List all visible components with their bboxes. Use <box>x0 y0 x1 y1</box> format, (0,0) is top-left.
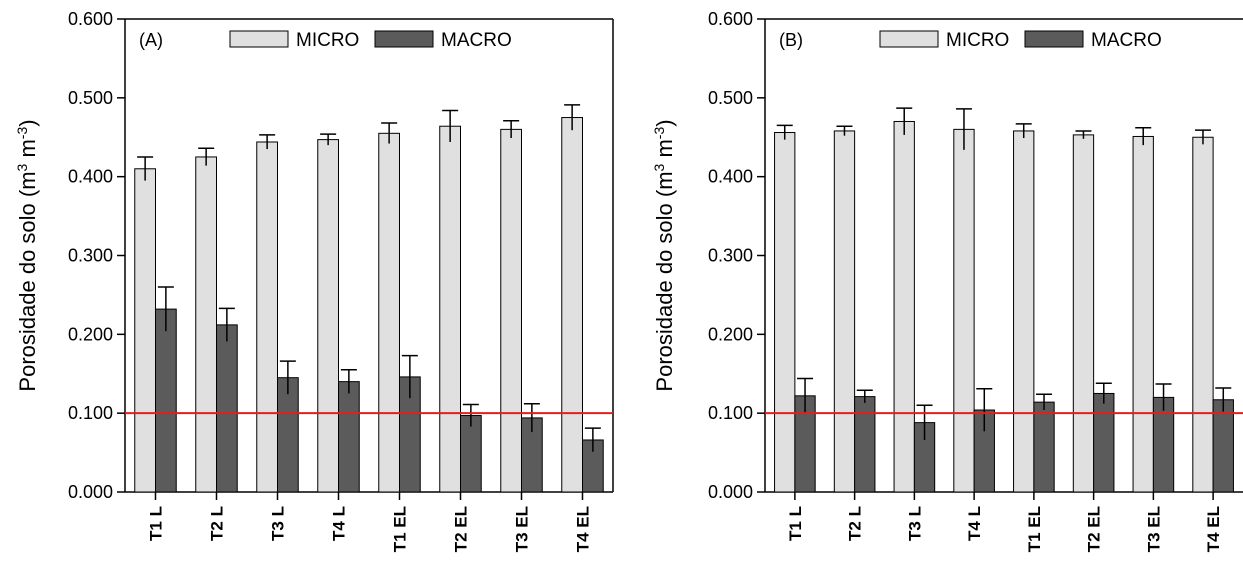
axis-title-text: m <box>15 139 40 163</box>
panel-a-y-tick-label: 0.300 <box>68 246 113 266</box>
panel-a-bar-micro <box>134 168 156 493</box>
panel-a-y-tick-label: 0.000 <box>68 482 113 502</box>
panel-b-category-label: T3 L <box>905 506 924 541</box>
axis-title-superscript: 3 <box>651 163 667 171</box>
panel-a-y-tick-label: 0.600 <box>68 9 113 29</box>
panel-a-category-label: T2 EL <box>452 506 471 552</box>
panel-a-y-tick-label: 0.500 <box>68 88 113 108</box>
panel-b-y-tick-label: 0.600 <box>708 9 753 29</box>
panel-a-category-label: T1 L <box>147 506 166 541</box>
panel-a-bar-micro <box>439 125 462 493</box>
panel-a-bar-micro <box>378 132 401 493</box>
panel-a-y-tick-label: 0.100 <box>68 403 113 423</box>
panel-a-bar-macro <box>338 381 360 493</box>
panel-a-legend-swatch-macro <box>374 30 434 48</box>
panel-b-category-label: T4 EL <box>1204 506 1223 552</box>
panel-b-category-label: T1 L <box>786 506 805 541</box>
panel-a-category-label: T1 EL <box>391 506 410 552</box>
panel-b-bar-micro <box>893 120 915 493</box>
panel-b-category-label: T2 L <box>846 506 865 541</box>
panel-b-y-tick-label: 0.400 <box>708 167 753 187</box>
panel-b-bar-macro <box>1093 392 1115 493</box>
panel-b-bar-macro <box>1033 401 1055 493</box>
axis-title-superscript: -3 <box>651 127 667 140</box>
axis-title-text: ) <box>652 119 677 126</box>
axis-title-text: Porosidade do solo (m <box>15 171 40 391</box>
panel-a-bar-micro <box>500 128 523 493</box>
panel-a-category-label: T2 L <box>208 506 227 541</box>
panel-b-y-tick-label: 0.100 <box>708 403 753 423</box>
panel-b-category-label: T3 EL <box>1144 506 1163 552</box>
panel-b-bar-micro <box>1013 130 1035 493</box>
panel-b-bar-macro <box>854 396 876 493</box>
panel-a-category-label: T3 L <box>269 506 288 541</box>
axis-title-text: ) <box>15 119 40 126</box>
axis-title-text: Porosidade do solo (m <box>652 171 677 391</box>
axis-title-text: m <box>652 139 677 163</box>
panel-a: 0.000 0.100 0.200 0.300 0.400 0.500 0.600 Poros… <box>14 9 614 552</box>
panel-a-bar-micro <box>195 156 217 493</box>
panel-a-legend-label-macro: MACRO <box>441 30 512 51</box>
panel-b-bar-micro <box>833 130 856 493</box>
panel-a-y-axis-title: Porosidade do solo (m3 m-3) <box>14 119 40 391</box>
panel-a-bar-micro <box>317 139 340 493</box>
panel-b-y-tick-label: 0.200 <box>708 324 753 344</box>
panel-b-category-label: T2 EL <box>1085 506 1104 552</box>
panel-a-category-label: T3 EL <box>513 506 532 552</box>
panel-b-legend-swatch-macro <box>1024 30 1084 48</box>
panel-b-y-axis-title: Porosidade do solo (m3 m-3) <box>651 119 677 391</box>
panel-a-y-tick-label: 0.200 <box>68 324 113 344</box>
panel-b-category-label: T4 L <box>965 506 984 541</box>
panel-a-bar-macro <box>460 415 482 493</box>
panel-a-bar-micro <box>256 141 279 493</box>
panel-a-bar-macro <box>277 377 299 493</box>
panel-a-legend-swatch-micro <box>229 30 289 48</box>
panel-b: 0.000 0.100 0.200 0.300 0.400 0.500 0.600 Poros… <box>651 9 1243 552</box>
panel-b-bar-macro <box>1152 396 1175 493</box>
panel-a-panel-label: (A) <box>139 30 163 50</box>
panel-b-y-tick-label: 0.500 <box>708 88 753 108</box>
panel-a-bar-macro <box>216 324 238 493</box>
panel-b-category-label: T1 EL <box>1025 506 1044 552</box>
panel-b-legend-label-micro: MICRO <box>946 30 1009 51</box>
panel-a-y-tick-label: 0.400 <box>68 167 113 187</box>
panel-a-bar-micro <box>561 117 584 493</box>
panel-a-category-label: T4 EL <box>574 506 593 552</box>
panel-b-y-tick-label: 0.300 <box>708 246 753 266</box>
panel-b-bar-micro <box>1192 136 1214 493</box>
panel-b-y-tick-label: 0.000 <box>708 482 753 502</box>
panel-a-legend-label-micro: MICRO <box>296 30 359 51</box>
panel-b-legend-label-macro: MACRO <box>1091 30 1162 51</box>
panel-b-legend-swatch-micro <box>879 30 939 48</box>
axis-title-superscript: 3 <box>14 163 30 171</box>
panel-b-bar-micro <box>1072 134 1095 493</box>
panel-b-bar-micro <box>774 132 796 493</box>
panel-a-category-label: T4 L <box>330 506 349 541</box>
panel-b-panel-label: (B) <box>779 30 803 50</box>
panel-a-bar-macro <box>155 308 177 493</box>
panel-b-bar-micro <box>953 128 975 493</box>
panel-b-bar-micro <box>1132 135 1154 493</box>
axis-title-superscript: -3 <box>14 127 30 140</box>
